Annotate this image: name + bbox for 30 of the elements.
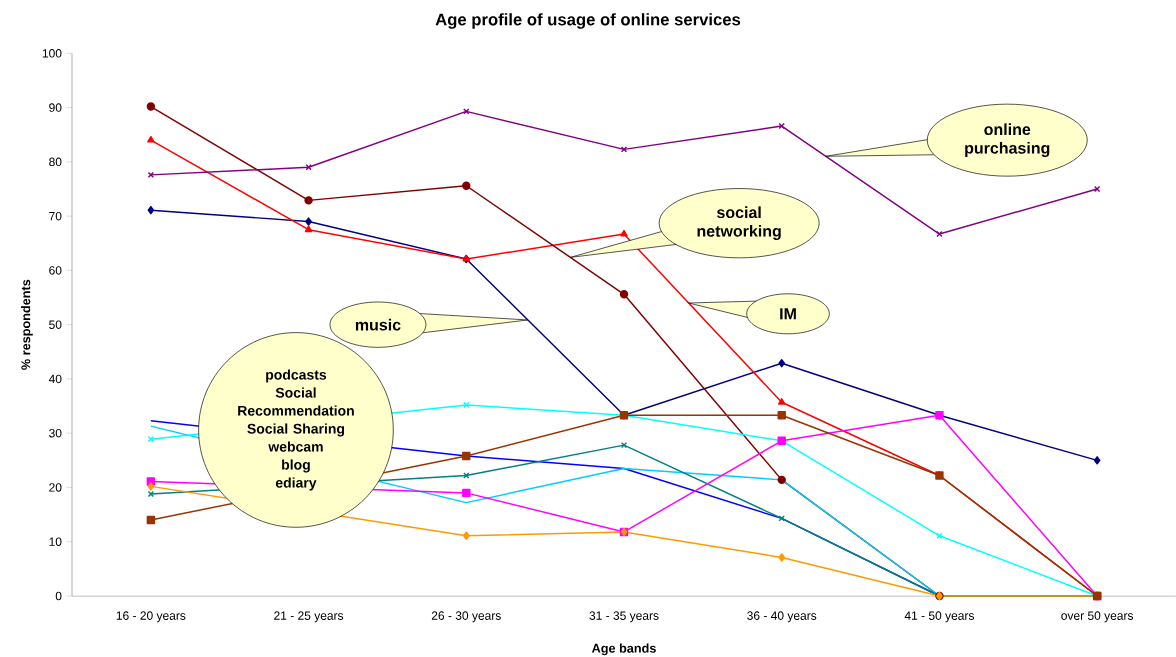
- x-tick-label: over 50 years: [1061, 611, 1134, 623]
- x-tick-label: 16 - 20 years: [116, 611, 186, 623]
- text: social networking: [697, 206, 781, 241]
- y-tick-label: 10: [49, 537, 62, 546]
- y-tick-label: 20: [49, 483, 62, 492]
- y-tick-label: 40: [48, 374, 62, 384]
- x-tick-label: 41 - 50 years: [904, 611, 974, 623]
- y-tick-label: 0: [55, 591, 62, 601]
- annotation: blog: [282, 459, 310, 473]
- annotation: podcasts: [266, 369, 327, 383]
- y-tick-label: 30: [49, 428, 62, 438]
- y-tick-label: 60: [49, 266, 62, 275]
- annotation: Social Recommendation: [238, 387, 354, 416]
- text: online purchasing: [965, 123, 1050, 157]
- annotation: webcam: [268, 441, 323, 452]
- x-tick-label: 21 - 25 years: [274, 611, 344, 623]
- x-tick-label: 31 - 35 years: [589, 611, 659, 623]
- text: music: [355, 318, 401, 331]
- y-axis-title: % respondents: [20, 279, 33, 370]
- annotation: Social Sharing: [247, 423, 345, 437]
- chart-title: Age profile of usage of online services: [435, 13, 741, 29]
- y-tick-label: 80: [49, 157, 62, 167]
- y-tick-label: 100: [42, 49, 62, 58]
- annotation: ediary: [275, 477, 317, 491]
- y-tick-label: 70: [49, 211, 62, 221]
- y-tick-label: 50: [49, 320, 62, 329]
- x-tick-label: 36 - 40 years: [747, 611, 817, 623]
- x-tick-label: 26 - 30 years: [431, 611, 501, 623]
- x-axis-title: Age bands: [591, 643, 656, 656]
- y-tick-label: 90: [49, 103, 62, 112]
